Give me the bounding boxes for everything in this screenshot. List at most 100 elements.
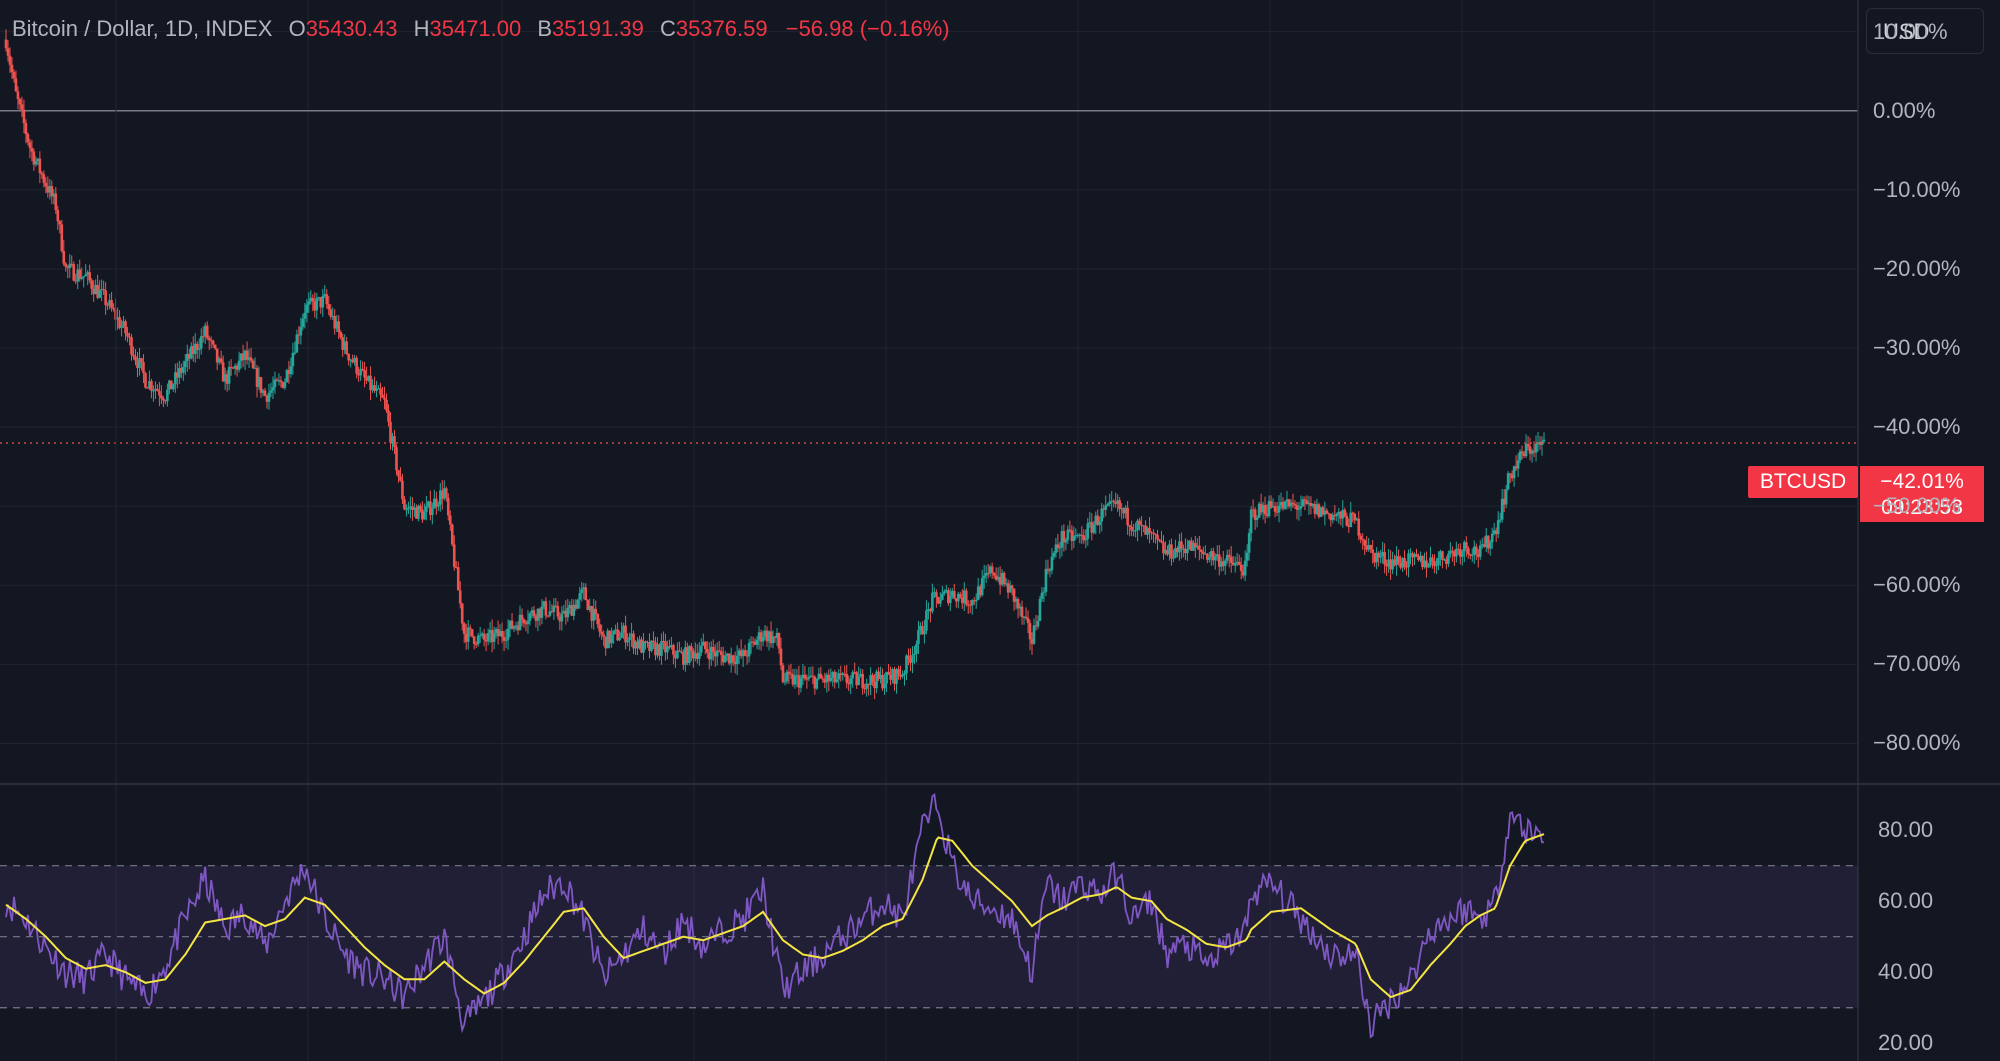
candle-body bbox=[1225, 554, 1229, 561]
candle-body bbox=[138, 358, 141, 369]
candle-body bbox=[690, 646, 693, 651]
candle-body bbox=[154, 388, 157, 391]
candle-body bbox=[933, 592, 936, 594]
candle-body bbox=[835, 679, 839, 683]
candle-body bbox=[510, 620, 514, 629]
candle-body bbox=[1423, 560, 1426, 568]
candle-body bbox=[1355, 518, 1359, 521]
candle-body bbox=[265, 395, 269, 402]
candle-body bbox=[1445, 559, 1448, 564]
candle-body bbox=[572, 604, 576, 616]
candle-body bbox=[1461, 551, 1464, 557]
candle-body bbox=[492, 632, 496, 643]
candle-body bbox=[1516, 460, 1520, 469]
candle-body bbox=[460, 603, 464, 624]
candle-body bbox=[1466, 548, 1470, 555]
candle-body bbox=[518, 614, 522, 631]
candle-body bbox=[1463, 542, 1466, 552]
candle-body bbox=[654, 642, 657, 656]
candle-body bbox=[875, 671, 878, 689]
candle-body bbox=[403, 499, 406, 510]
candle-body bbox=[1425, 560, 1428, 568]
currency-button[interactable]: USD bbox=[1866, 8, 1984, 54]
candle-body bbox=[588, 606, 592, 610]
candle-body bbox=[371, 385, 374, 391]
candle-body bbox=[10, 64, 14, 73]
candle-body bbox=[130, 337, 133, 355]
candle-body bbox=[1032, 625, 1036, 644]
candle-body bbox=[277, 380, 281, 382]
candle-body bbox=[1114, 502, 1117, 504]
candle-body bbox=[1036, 620, 1040, 627]
candle-body bbox=[939, 599, 942, 604]
candle-body bbox=[124, 321, 127, 334]
candle-body bbox=[291, 352, 295, 367]
candle-body bbox=[267, 392, 271, 402]
candle-body bbox=[795, 675, 799, 677]
candle-body bbox=[480, 633, 484, 636]
candle-body bbox=[703, 641, 707, 649]
candle-body bbox=[142, 362, 145, 374]
candle-body bbox=[450, 524, 454, 545]
candle-body bbox=[717, 650, 721, 652]
ohlc-legend: Bitcoin / Dollar, 1D, INDEX O35430.43 H3… bbox=[12, 16, 950, 42]
candle-body bbox=[1470, 554, 1474, 556]
candle-body bbox=[1285, 499, 1289, 502]
rsi-axis-tick: 80.00 bbox=[1878, 817, 1934, 843]
candle-body bbox=[16, 91, 20, 100]
candle-body bbox=[947, 590, 950, 603]
candle-body bbox=[62, 250, 66, 264]
candle-body bbox=[38, 158, 42, 173]
candle-body bbox=[301, 318, 305, 328]
candle-body bbox=[847, 682, 851, 685]
candle-body bbox=[1271, 506, 1275, 508]
candle-body bbox=[827, 674, 831, 681]
candle-body bbox=[128, 336, 131, 338]
candle-body bbox=[723, 655, 727, 663]
candle-body bbox=[711, 646, 715, 652]
candle-body bbox=[514, 625, 518, 627]
candle-body bbox=[68, 263, 72, 269]
candle-body bbox=[425, 506, 428, 512]
candle-body bbox=[325, 294, 329, 305]
candle-body bbox=[1472, 546, 1476, 555]
candle-body bbox=[283, 382, 287, 388]
candle-body bbox=[12, 72, 16, 79]
candle-body bbox=[1124, 507, 1127, 514]
candle-body bbox=[1215, 554, 1219, 557]
open-value: 35430.43 bbox=[305, 16, 398, 41]
candle-body bbox=[974, 599, 978, 602]
candle-body bbox=[474, 643, 478, 645]
candle-body bbox=[1413, 554, 1416, 558]
candle-body bbox=[213, 344, 217, 349]
candle-body bbox=[1373, 552, 1376, 563]
candle-body bbox=[833, 672, 837, 683]
candle-body bbox=[1289, 502, 1293, 507]
candle-body bbox=[174, 372, 177, 385]
candle-body bbox=[666, 646, 669, 653]
candle-body bbox=[201, 336, 205, 338]
candle-body bbox=[1060, 531, 1064, 548]
symbol-title[interactable]: Bitcoin / Dollar, 1D, INDEX bbox=[12, 16, 273, 41]
candle-body bbox=[893, 669, 896, 684]
candle-body bbox=[494, 629, 498, 633]
candle-body bbox=[1409, 553, 1412, 555]
candle-body bbox=[359, 368, 362, 376]
candle-body bbox=[1210, 551, 1213, 558]
candle-body bbox=[64, 263, 68, 267]
candle-body bbox=[1052, 552, 1056, 557]
candle-body bbox=[466, 627, 470, 642]
candle-body bbox=[1158, 539, 1161, 541]
candle-body bbox=[1449, 550, 1452, 554]
candle-body bbox=[180, 368, 183, 373]
candle-body bbox=[1182, 548, 1185, 550]
candle-body bbox=[92, 288, 95, 295]
candle-body bbox=[741, 650, 745, 657]
candle-body bbox=[172, 384, 175, 390]
candle-body bbox=[184, 360, 187, 368]
price-axis-tick: −40.00% bbox=[1873, 414, 1961, 440]
open-label: O bbox=[288, 16, 306, 41]
candle-body bbox=[116, 317, 119, 320]
candle-body bbox=[811, 675, 815, 677]
